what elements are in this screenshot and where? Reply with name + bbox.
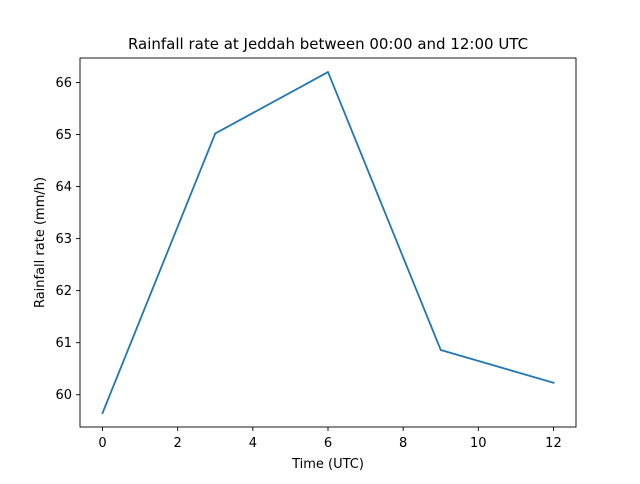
x-tick-label: 12 bbox=[545, 436, 562, 451]
y-tick-label: 64 bbox=[55, 180, 72, 195]
x-tick-label: 2 bbox=[174, 436, 182, 451]
y-tick-label: 60 bbox=[55, 388, 72, 403]
data-point-0-0 bbox=[101, 412, 104, 414]
y-tick-label: 65 bbox=[55, 128, 72, 143]
x-tick-label: 8 bbox=[399, 436, 407, 451]
chart-title: Rainfall rate at Jeddah between 00:00 an… bbox=[128, 35, 528, 53]
data-point-0-2 bbox=[327, 71, 329, 73]
x-tick-label: 10 bbox=[470, 436, 487, 451]
y-tick-label: 63 bbox=[55, 232, 72, 247]
data-point-0-1 bbox=[214, 132, 217, 135]
x-tick-label: 6 bbox=[324, 436, 332, 451]
y-tick-label: 62 bbox=[55, 284, 72, 299]
data-point-0-4 bbox=[552, 381, 555, 384]
x-tick-label: 0 bbox=[98, 436, 106, 451]
y-axis-label: Rainfall rate (mm/h) bbox=[33, 177, 48, 308]
y-tick-label: 66 bbox=[55, 76, 72, 91]
data-point-0-3 bbox=[439, 349, 442, 351]
x-tick-label: 4 bbox=[249, 436, 257, 451]
y-tick-label: 61 bbox=[55, 336, 72, 351]
x-axis-label: Time (UTC) bbox=[291, 457, 364, 472]
